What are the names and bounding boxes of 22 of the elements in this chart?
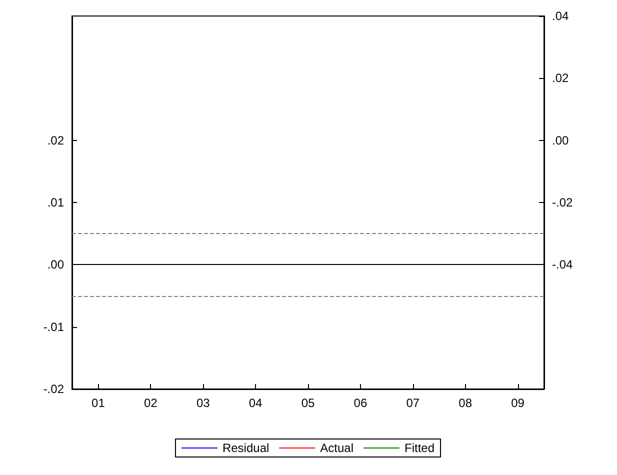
y2-tick-label: .02 [552, 71, 570, 86]
legend-label: Residual [222, 441, 270, 455]
x-tick-label: 03 [196, 396, 210, 410]
x-tick-label: 04 [248, 396, 263, 410]
y-tick-label: -.02 [43, 382, 64, 396]
x-tick-label: 07 [406, 396, 420, 410]
x-tick-label: 06 [354, 396, 368, 410]
y2-tick-label: -.04 [552, 258, 574, 272]
y-tick-label: .02 [47, 133, 64, 148]
x-tick-label: 02 [144, 396, 158, 410]
y-tick-label: .01 [47, 196, 64, 210]
y2-tick-label: .04 [552, 9, 570, 23]
legend-label: Actual [320, 441, 354, 455]
y-tick-label: .00 [47, 258, 64, 272]
x-tick-label: 01 [92, 396, 106, 410]
legend-label: Fitted [404, 441, 435, 455]
x-tick-label: 08 [458, 396, 472, 410]
y2-tick-label: .00 [552, 133, 570, 148]
x-tick-label: 09 [511, 396, 525, 410]
y-tick-label: -.01 [43, 320, 64, 334]
x-tick-label: 05 [301, 396, 315, 410]
y2-tick-label: -.02 [552, 196, 574, 210]
